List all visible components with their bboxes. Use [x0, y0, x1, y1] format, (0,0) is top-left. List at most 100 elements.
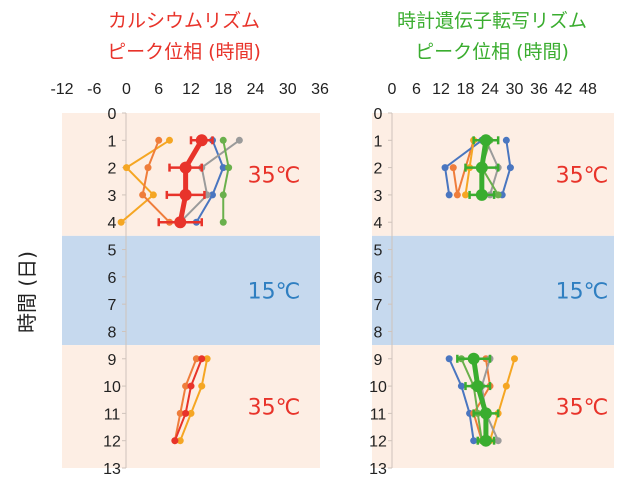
series-point	[192, 355, 200, 363]
series-point	[123, 164, 130, 172]
y-tick-label: 6	[108, 270, 117, 287]
y-tick-label: 11	[370, 406, 387, 423]
x-tick-label: 36	[311, 81, 329, 98]
x-tick-label: 18	[214, 81, 232, 98]
mean-point	[471, 380, 484, 393]
y-tick-label: 11	[104, 406, 121, 423]
mean-line	[471, 358, 489, 441]
series-point	[462, 191, 469, 199]
y-tick-label: 7	[374, 297, 383, 314]
series-point	[445, 191, 453, 199]
series-point	[187, 382, 195, 390]
y-tick-label: 8	[108, 324, 117, 341]
mean-point	[475, 161, 488, 174]
series-point	[198, 382, 206, 390]
series-point	[155, 136, 163, 144]
series-point	[219, 136, 227, 144]
mean-point	[179, 188, 192, 201]
left-title-line1: カルシウムリズム	[108, 10, 260, 32]
series-point	[502, 382, 510, 390]
series-line	[460, 358, 483, 441]
series-point	[166, 136, 173, 144]
series-point	[203, 355, 211, 363]
series-point	[502, 136, 510, 144]
series-line	[179, 358, 209, 442]
x-tick-label: 24	[481, 81, 499, 98]
series-point	[219, 218, 227, 226]
series-point	[511, 355, 518, 363]
series-point	[449, 164, 457, 172]
x-tick-label: 48	[579, 81, 597, 98]
x-tick-label: 0	[122, 81, 131, 98]
series-point	[219, 164, 227, 172]
series-point	[139, 191, 147, 199]
left-title-line2: ピーク位相 (時間)	[107, 41, 261, 63]
y-tick-label: 10	[369, 379, 387, 396]
temperature-label: 15℃	[556, 280, 609, 305]
y-tick-label: 0	[108, 106, 117, 123]
y-tick-label: 0	[374, 106, 383, 123]
series-line	[141, 139, 171, 223]
series-point	[225, 164, 233, 172]
x-tick-label: 0	[388, 81, 397, 98]
y-tick-label: 1	[374, 133, 383, 150]
series-point	[171, 437, 179, 445]
y-tick-label: 10	[103, 379, 121, 396]
temperature-label: 35℃	[248, 396, 301, 421]
mean-point	[195, 134, 208, 147]
mean-point	[479, 434, 492, 447]
series-point	[209, 191, 216, 199]
series-line	[120, 139, 171, 223]
series-point	[117, 218, 125, 226]
series-line	[173, 358, 203, 442]
series-point	[494, 437, 502, 445]
series-point	[441, 164, 449, 172]
y-tick-label: 3	[374, 188, 383, 205]
mean-point	[467, 352, 480, 365]
right-title-line1: 時計遺伝子転写リズム	[397, 10, 587, 32]
y-tick-label: 7	[108, 297, 117, 314]
x-tick-label: 6	[154, 81, 163, 98]
x-tick-label: 30	[279, 81, 297, 98]
x-tick-label: -12	[50, 81, 73, 98]
temperature-label: 35℃	[556, 396, 609, 421]
series-point	[445, 355, 453, 363]
y-tick-label: 4	[108, 215, 117, 232]
temperature-label: 15℃	[248, 280, 301, 305]
y-tick-label: 12	[369, 434, 387, 451]
series-line	[489, 358, 516, 441]
series-point	[494, 191, 502, 199]
series-point	[144, 164, 152, 172]
series-line	[179, 139, 240, 223]
series-line	[173, 358, 198, 441]
y-tick-label: 9	[108, 352, 117, 369]
mean-point	[479, 134, 492, 147]
x-tick-label: 12	[432, 81, 450, 98]
series-point	[149, 191, 157, 199]
x-tick-label: 36	[530, 81, 548, 98]
y-tick-label: 2	[108, 161, 117, 178]
mean-point	[479, 407, 492, 420]
y-tick-label: 13	[369, 461, 387, 478]
x-tick-label: 30	[506, 81, 524, 98]
x-tick-label: 18	[457, 81, 475, 98]
series-point	[182, 382, 190, 390]
x-tick-label: 42	[555, 81, 573, 98]
temperature-band	[62, 235, 320, 346]
series-line	[222, 140, 230, 223]
series-point	[176, 437, 184, 445]
y-tick-label: 13	[103, 461, 121, 478]
series-point	[506, 164, 514, 172]
series-point	[198, 355, 206, 363]
series-point	[470, 437, 478, 445]
y-tick-label: 4	[374, 215, 383, 232]
mean-point	[179, 161, 192, 174]
temperature-label: 35℃	[556, 163, 609, 188]
y-axis-label: 時間 (日)	[15, 251, 39, 333]
temperature-band	[372, 345, 614, 468]
mean-line	[177, 139, 204, 223]
series-point	[176, 409, 184, 417]
